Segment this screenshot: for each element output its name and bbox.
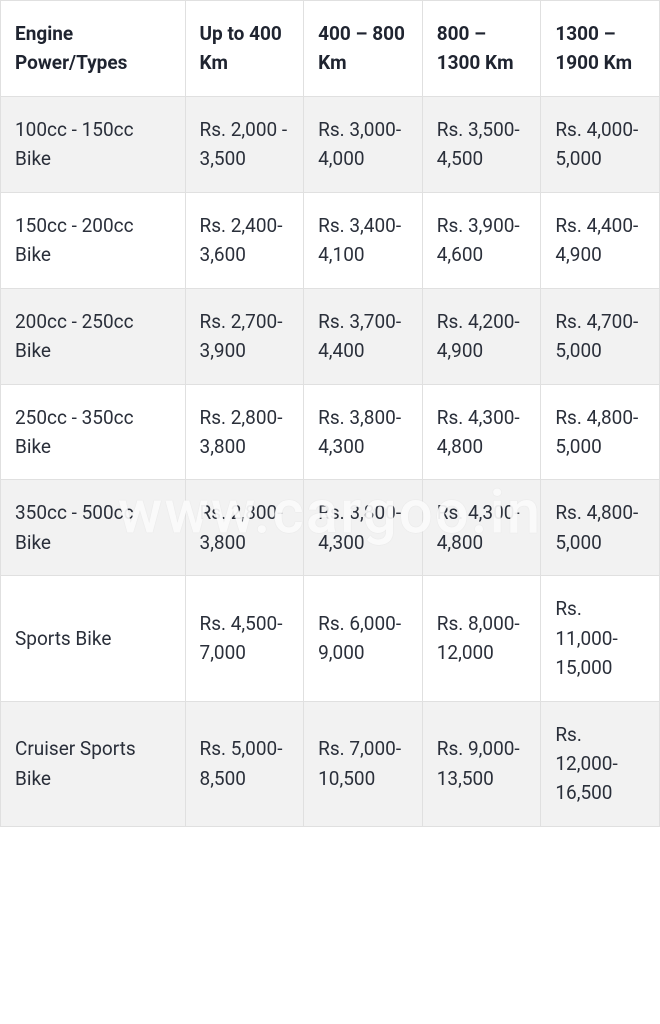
cell-price: Rs. 6,000- 9,000	[304, 576, 423, 701]
row-label: Sports Bike	[1, 576, 186, 701]
table-row: Sports Bike Rs. 4,500- 7,000 Rs. 6,000- …	[1, 576, 660, 701]
cell-price: Rs. 4,300- 4,800	[422, 384, 541, 480]
row-label: 150cc - 200cc Bike	[1, 192, 186, 288]
table-row: 200cc - 250cc Bike Rs. 2,700- 3,900 Rs. …	[1, 288, 660, 384]
table-row: 100cc - 150cc Bike Rs. 2,000 - 3,500 Rs.…	[1, 96, 660, 192]
col-header-range4: 1300 – 1900 Km	[541, 1, 660, 97]
cell-price: Rs. 3,700- 4,400	[304, 288, 423, 384]
cell-price: Rs. 3,800- 4,300	[304, 480, 423, 576]
table-row: 250cc - 350cc Bike Rs. 2,800- 3,800 Rs. …	[1, 384, 660, 480]
cell-price: Rs. 4,300- 4,800	[422, 480, 541, 576]
cell-price: Rs. 3,800- 4,300	[304, 384, 423, 480]
row-label: 250cc - 350cc Bike	[1, 384, 186, 480]
col-header-range1: Up to 400 Km	[185, 1, 304, 97]
cell-price: Rs. 3,000- 4,000	[304, 96, 423, 192]
cell-price: Rs. 3,500- 4,500	[422, 96, 541, 192]
cell-price: Rs. 4,700- 5,000	[541, 288, 660, 384]
cell-price: Rs. 4,400- 4,900	[541, 192, 660, 288]
cell-price: Rs. 4,500- 7,000	[185, 576, 304, 701]
row-label: 100cc - 150cc Bike	[1, 96, 186, 192]
cell-price: Rs. 2,700- 3,900	[185, 288, 304, 384]
cell-price: Rs. 4,800- 5,000	[541, 384, 660, 480]
col-header-range2: 400 – 800 Km	[304, 1, 423, 97]
pricing-table: Engine Power/Types Up to 400 Km 400 – 80…	[0, 0, 660, 827]
cell-price: Rs. 2,800- 3,800	[185, 384, 304, 480]
cell-price: Rs. 5,000- 8,500	[185, 701, 304, 826]
row-label: 200cc - 250cc Bike	[1, 288, 186, 384]
cell-price: Rs. 2,400- 3,600	[185, 192, 304, 288]
cell-price: Rs. 3,400- 4,100	[304, 192, 423, 288]
cell-price: Rs. 11,000- 15,000	[541, 576, 660, 701]
cell-price: Rs. 4,200- 4,900	[422, 288, 541, 384]
cell-price: Rs. 2,800- 3,800	[185, 480, 304, 576]
table-row: Cruiser Sports Bike Rs. 5,000- 8,500 Rs.…	[1, 701, 660, 826]
cell-price: Rs. 2,000 - 3,500	[185, 96, 304, 192]
cell-price: Rs. 8,000- 12,000	[422, 576, 541, 701]
col-header-type: Engine Power/Types	[1, 1, 186, 97]
table-row: 150cc - 200cc Bike Rs. 2,400- 3,600 Rs. …	[1, 192, 660, 288]
table-header-row: Engine Power/Types Up to 400 Km 400 – 80…	[1, 1, 660, 97]
cell-price: Rs. 7,000- 10,500	[304, 701, 423, 826]
cell-price: Rs. 3,900- 4,600	[422, 192, 541, 288]
col-header-range3: 800 – 1300 Km	[422, 1, 541, 97]
cell-price: Rs. 4,800- 5,000	[541, 480, 660, 576]
row-label: Cruiser Sports Bike	[1, 701, 186, 826]
table-row: 350cc - 500cc Bike Rs. 2,800- 3,800 Rs. …	[1, 480, 660, 576]
cell-price: Rs. 4,000- 5,000	[541, 96, 660, 192]
row-label: 350cc - 500cc Bike	[1, 480, 186, 576]
cell-price: Rs. 12,000- 16,500	[541, 701, 660, 826]
cell-price: Rs. 9,000- 13,500	[422, 701, 541, 826]
